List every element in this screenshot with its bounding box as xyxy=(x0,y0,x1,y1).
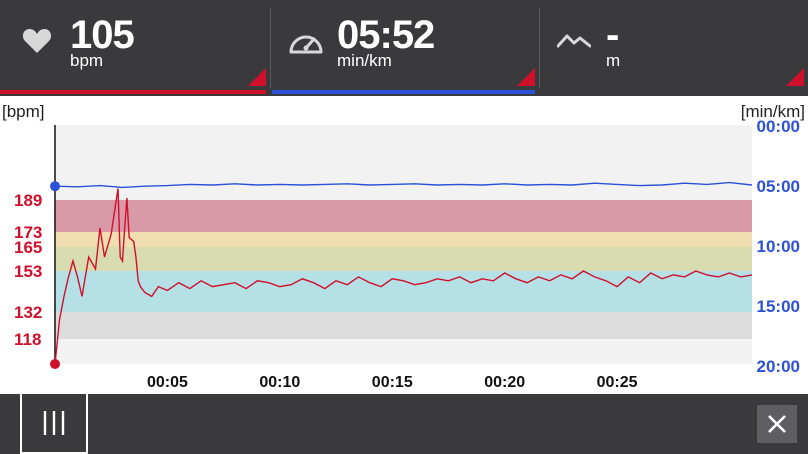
x-tick-label: 00:05 xyxy=(147,374,188,391)
heart-rate-underline xyxy=(0,90,266,94)
hr-zone-band xyxy=(55,200,752,232)
hr-zone-band xyxy=(55,232,752,247)
heart-rate-value: 105 xyxy=(70,13,135,57)
close-icon xyxy=(768,415,786,433)
panel-corner-marker xyxy=(248,68,266,86)
pace-underline xyxy=(272,90,535,94)
altitude-value: - xyxy=(606,13,619,57)
hr-tick-label: 165 xyxy=(14,238,42,257)
hr-zone-band xyxy=(55,312,752,339)
hr-tick-label: 153 xyxy=(14,262,42,281)
divider xyxy=(270,8,271,88)
left-axis-unit: [bpm] xyxy=(2,102,45,121)
pace-series-line xyxy=(54,181,753,189)
pace-value: 05:52 xyxy=(337,13,435,57)
x-tick-label: 00:25 xyxy=(597,374,638,391)
divider xyxy=(539,8,540,88)
hr-tick-label: 173 xyxy=(14,223,42,242)
x-tick-label: 00:20 xyxy=(484,374,525,391)
altitude-unit: m xyxy=(606,51,621,70)
hr-tick-label: 118 xyxy=(14,330,41,349)
chart-area: [bpm] [min/km] 189 173 165 153 132 118 00:00 05:0… xyxy=(0,96,808,394)
pace-panel[interactable]: 05:52 min/km xyxy=(271,0,539,96)
heart-icon xyxy=(22,29,52,53)
heart-rate-unit: bpm xyxy=(70,51,104,70)
right-axis-unit: [min/km] xyxy=(741,102,805,121)
bottom-bar xyxy=(0,394,808,454)
hr-zone-band xyxy=(55,247,752,271)
x-tick-label: 00:15 xyxy=(372,374,413,391)
close-button[interactable] xyxy=(757,405,797,443)
pace-tick-label: 20:00 xyxy=(757,357,800,376)
pace-tick-label: 05:00 xyxy=(757,177,800,196)
hr-tick-label: 189 xyxy=(14,191,42,210)
panel-corner-marker xyxy=(786,68,804,86)
hr-zone-band xyxy=(55,271,752,312)
menu-button[interactable] xyxy=(20,394,88,454)
bpm-series-line xyxy=(54,188,753,365)
heart-rate-panel[interactable]: 105 bpm xyxy=(0,0,270,96)
mountain-icon xyxy=(557,34,591,48)
pace-unit: min/km xyxy=(337,51,392,70)
speedometer-icon xyxy=(289,35,323,54)
bpm-start-point xyxy=(50,359,60,369)
pace-start-point xyxy=(50,181,60,192)
menu-bars-icon xyxy=(43,411,65,435)
altitude-panel[interactable]: - m xyxy=(540,0,808,96)
pace-tick-label: 15:00 xyxy=(757,297,800,316)
pace-tick-label: 00:00 xyxy=(757,117,800,136)
x-tick-label: 00:10 xyxy=(259,374,300,391)
pace-tick-label: 10:00 xyxy=(757,237,800,256)
panel-corner-marker xyxy=(517,68,535,86)
hr-tick-label: 132 xyxy=(14,303,42,322)
metrics-bar: 105 bpm 05:52 min/km - m xyxy=(0,0,808,96)
